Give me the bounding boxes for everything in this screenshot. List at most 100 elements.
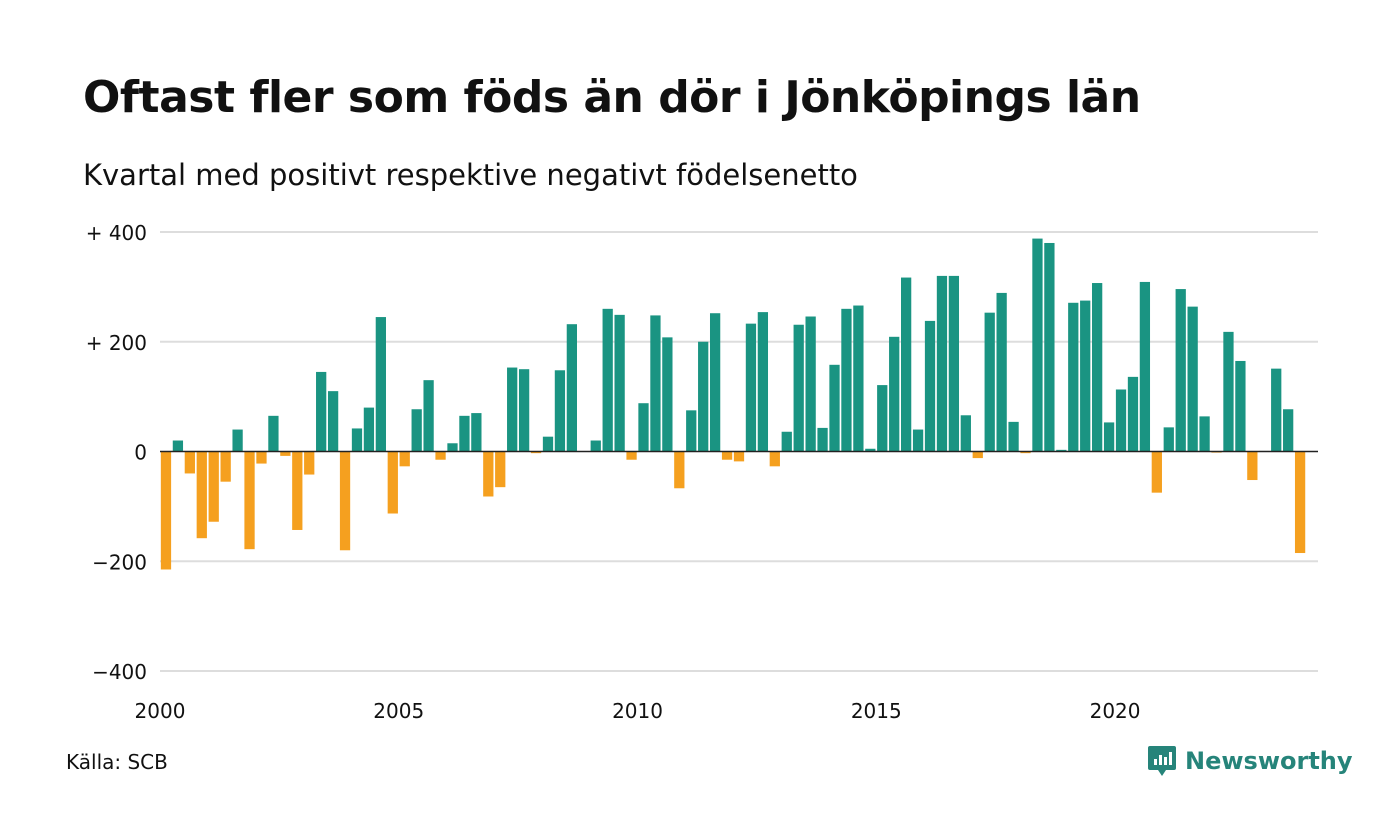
bar xyxy=(1247,451,1258,481)
bar xyxy=(1080,300,1091,452)
bar xyxy=(698,341,709,452)
bar xyxy=(709,313,721,452)
bar xyxy=(865,448,876,452)
bar xyxy=(447,443,458,452)
bar xyxy=(208,451,219,522)
bar xyxy=(471,413,482,452)
bar xyxy=(853,305,864,452)
bar xyxy=(1044,242,1055,452)
y-tick-label: −400 xyxy=(92,660,147,684)
bar xyxy=(674,451,685,489)
bar xyxy=(745,323,757,452)
bar xyxy=(220,451,231,482)
bar xyxy=(566,324,577,452)
x-tick-label: 2005 xyxy=(373,699,424,723)
bar xyxy=(781,431,792,452)
bar xyxy=(1115,389,1127,452)
bar xyxy=(483,451,494,497)
x-tick-label: 2010 xyxy=(612,699,663,723)
y-tick-label: −200 xyxy=(92,550,147,574)
brand-name: Newsworthy xyxy=(1185,747,1353,775)
bar xyxy=(757,312,769,452)
bar xyxy=(1271,368,1282,452)
bar xyxy=(638,403,649,452)
bar xyxy=(363,407,375,452)
bar xyxy=(1068,302,1079,452)
x-tick-label: 2000 xyxy=(135,699,186,723)
bar xyxy=(1187,306,1198,452)
bar xyxy=(1283,409,1294,452)
x-tick-label: 2015 xyxy=(851,699,902,723)
bar xyxy=(590,440,601,452)
chart-title: Oftast fler som föds än dör i Jönköpings… xyxy=(83,72,1141,123)
bars xyxy=(160,238,1306,570)
bar xyxy=(901,277,912,452)
bar xyxy=(1235,360,1246,452)
bar xyxy=(1151,451,1162,493)
bar xyxy=(459,415,470,452)
bar xyxy=(1163,427,1174,452)
bar xyxy=(912,429,924,452)
bar xyxy=(268,415,279,452)
bar xyxy=(1199,416,1210,452)
bar xyxy=(686,410,697,452)
bar xyxy=(936,275,948,452)
bar xyxy=(316,371,327,452)
newsworthy-logo-icon xyxy=(1148,746,1176,776)
bar xyxy=(626,451,637,460)
bar xyxy=(1008,421,1019,452)
bar xyxy=(829,364,840,452)
bar xyxy=(160,451,172,570)
bar xyxy=(793,324,804,452)
bar xyxy=(769,451,780,467)
bar xyxy=(518,369,530,452)
bar xyxy=(530,451,542,454)
bar xyxy=(1032,238,1043,452)
bar xyxy=(877,385,888,452)
bar xyxy=(948,275,960,452)
bar xyxy=(542,436,554,452)
bar xyxy=(1223,331,1234,452)
bar xyxy=(304,451,315,475)
grid-lines xyxy=(160,231,1318,672)
bar xyxy=(960,415,971,452)
bar xyxy=(889,336,900,452)
bar xyxy=(196,451,207,539)
bar xyxy=(507,367,518,452)
bar xyxy=(1175,289,1186,452)
chart-subtitle: Kvartal med positivt respektive negativt… xyxy=(83,158,858,192)
brand-logo[interactable]: Newsworthy xyxy=(1147,744,1353,778)
bar xyxy=(423,380,434,452)
bar xyxy=(399,451,410,467)
source-note: Källa: SCB xyxy=(66,750,168,774)
bar xyxy=(1056,449,1067,452)
bar xyxy=(387,451,398,514)
bar xyxy=(554,370,566,452)
bar xyxy=(256,451,267,464)
bar xyxy=(650,315,661,452)
bar xyxy=(184,451,195,474)
bar xyxy=(172,440,184,452)
bar xyxy=(984,312,995,452)
bar xyxy=(721,451,733,460)
bar xyxy=(817,427,828,452)
bar xyxy=(351,428,363,452)
bar xyxy=(733,451,745,462)
bar xyxy=(1294,451,1306,554)
bar xyxy=(339,451,351,551)
bar xyxy=(375,317,386,452)
bar xyxy=(662,337,673,452)
bar xyxy=(1139,281,1151,452)
bar xyxy=(435,451,446,460)
bar xyxy=(232,429,243,452)
bar xyxy=(1092,283,1103,452)
x-tick-label: 2020 xyxy=(1090,699,1141,723)
bar xyxy=(841,308,852,452)
bar xyxy=(411,409,422,452)
bar xyxy=(280,451,291,456)
bar xyxy=(924,320,936,452)
bar xyxy=(972,451,983,459)
bar xyxy=(1127,376,1139,452)
y-tick-label: + 400 xyxy=(86,221,147,245)
